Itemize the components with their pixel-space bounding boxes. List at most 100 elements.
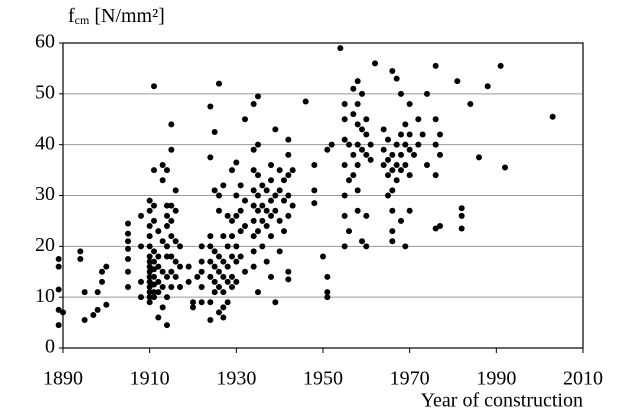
point: [398, 151, 404, 158]
point: [263, 223, 270, 229]
point: [363, 131, 370, 138]
point: [255, 228, 261, 235]
point: [389, 187, 396, 194]
point: [151, 217, 157, 224]
point: [402, 121, 409, 128]
point: [276, 248, 283, 255]
point: [146, 263, 153, 270]
point: [363, 116, 370, 123]
y-tick-label: 50: [35, 81, 55, 103]
point: [146, 258, 153, 265]
point: [151, 83, 157, 90]
point: [285, 212, 292, 219]
point: [99, 278, 105, 285]
point: [55, 322, 62, 329]
point: [289, 202, 296, 209]
point: [220, 233, 227, 240]
point: [211, 187, 218, 194]
point: [207, 258, 214, 265]
point: [77, 256, 84, 263]
point: [250, 187, 257, 194]
point: [55, 286, 62, 293]
point: [151, 202, 157, 209]
point: [60, 309, 66, 316]
point: [402, 162, 409, 168]
point: [350, 151, 357, 158]
point: [393, 75, 400, 82]
point: [350, 85, 357, 92]
point: [211, 278, 218, 285]
point: [224, 278, 231, 285]
point: [237, 182, 244, 189]
point: [363, 243, 370, 250]
point: [164, 253, 170, 260]
point: [233, 212, 240, 219]
point: [432, 62, 439, 69]
point: [250, 263, 257, 270]
point: [211, 263, 218, 270]
point: [168, 217, 175, 224]
point: [268, 197, 274, 204]
point: [437, 151, 443, 158]
point: [220, 258, 227, 265]
point: [285, 151, 292, 158]
point: [207, 317, 214, 324]
point: [359, 146, 365, 153]
point: [94, 289, 101, 296]
point: [159, 238, 166, 245]
point: [168, 284, 175, 290]
point: [350, 172, 357, 179]
point: [55, 306, 62, 313]
point: [389, 228, 396, 235]
point: [151, 289, 157, 296]
point: [458, 205, 465, 212]
point: [285, 276, 292, 283]
point: [263, 187, 270, 194]
point: [155, 263, 162, 270]
point: [346, 141, 352, 148]
point: [211, 128, 218, 135]
point: [159, 162, 166, 168]
point: [216, 253, 222, 260]
point: [164, 294, 170, 301]
point: [190, 299, 196, 306]
point: [207, 233, 214, 240]
point: [146, 197, 153, 204]
point: [159, 284, 166, 290]
point: [432, 116, 439, 123]
point: [406, 172, 413, 179]
point: [328, 141, 335, 148]
point: [216, 192, 222, 199]
point: [146, 268, 153, 275]
point: [159, 177, 166, 184]
point: [155, 278, 162, 285]
point: [354, 141, 361, 148]
point: [549, 113, 556, 120]
point: [229, 273, 235, 280]
point: [255, 192, 261, 199]
point: [467, 101, 474, 107]
point: [99, 268, 105, 275]
point: [406, 131, 413, 138]
point: [172, 258, 179, 265]
point: [211, 248, 218, 255]
point: [389, 67, 396, 74]
point: [229, 253, 235, 260]
y-label-subscript: cm: [75, 13, 90, 27]
point: [272, 192, 279, 199]
point: [207, 243, 214, 250]
point: [285, 172, 292, 179]
point: [311, 187, 318, 194]
point: [389, 207, 396, 214]
point: [151, 294, 157, 301]
point: [324, 273, 331, 280]
point: [233, 192, 240, 199]
y-tick-label: 60: [35, 31, 55, 53]
point: [77, 248, 84, 255]
point: [250, 202, 257, 209]
point: [354, 162, 361, 168]
point: [259, 182, 266, 189]
point: [185, 263, 192, 270]
point: [224, 263, 231, 270]
point: [341, 192, 348, 199]
